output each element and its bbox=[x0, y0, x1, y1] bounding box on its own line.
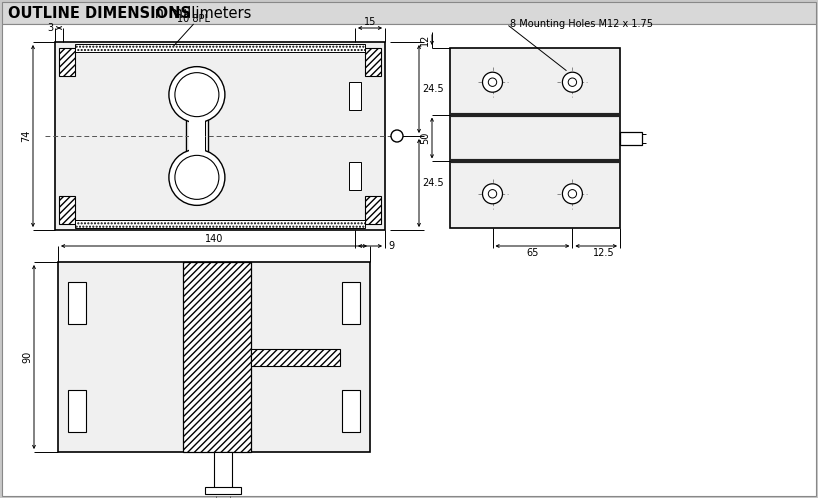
Bar bbox=[365, 48, 381, 76]
Bar bbox=[2, 2, 816, 24]
Circle shape bbox=[488, 190, 497, 198]
Bar bbox=[342, 282, 360, 324]
Bar bbox=[59, 196, 75, 224]
Circle shape bbox=[169, 149, 225, 205]
Text: 12: 12 bbox=[420, 34, 430, 46]
Text: 90: 90 bbox=[22, 351, 32, 363]
Bar bbox=[186, 95, 208, 177]
Text: 12.5: 12.5 bbox=[593, 248, 615, 258]
Circle shape bbox=[175, 155, 219, 199]
Circle shape bbox=[175, 73, 219, 117]
Circle shape bbox=[563, 72, 582, 92]
Bar bbox=[68, 390, 86, 432]
Text: 74: 74 bbox=[21, 130, 31, 142]
Bar bbox=[189, 95, 204, 177]
Bar bbox=[450, 48, 620, 228]
Text: OUTLINE DIMENSIONS: OUTLINE DIMENSIONS bbox=[8, 5, 191, 20]
Circle shape bbox=[563, 184, 582, 204]
Circle shape bbox=[569, 78, 577, 86]
Text: 15: 15 bbox=[364, 17, 376, 27]
Text: 24.5: 24.5 bbox=[422, 178, 443, 188]
Circle shape bbox=[169, 67, 225, 123]
Text: in millimeters: in millimeters bbox=[146, 5, 251, 20]
Text: 24.5: 24.5 bbox=[422, 84, 443, 94]
Bar bbox=[55, 42, 385, 230]
Circle shape bbox=[488, 78, 497, 86]
Text: 3: 3 bbox=[47, 23, 53, 33]
Text: 140: 140 bbox=[204, 234, 223, 244]
Text: 50: 50 bbox=[420, 132, 430, 144]
Bar bbox=[365, 196, 381, 224]
Text: 9: 9 bbox=[388, 241, 394, 251]
Text: 65: 65 bbox=[526, 248, 538, 258]
Bar bbox=[342, 390, 360, 432]
Bar bbox=[214, 452, 232, 490]
Circle shape bbox=[391, 130, 403, 142]
Bar bbox=[59, 48, 75, 76]
Bar bbox=[68, 282, 86, 324]
Bar bbox=[75, 220, 365, 228]
Text: 8 Mounting Holes M12 x 1.75: 8 Mounting Holes M12 x 1.75 bbox=[510, 19, 653, 29]
Bar bbox=[205, 487, 241, 494]
Bar bbox=[349, 162, 361, 190]
Bar bbox=[349, 82, 361, 110]
Bar bbox=[251, 350, 340, 366]
Circle shape bbox=[569, 190, 577, 198]
Circle shape bbox=[483, 184, 502, 204]
Text: 10 8PL: 10 8PL bbox=[178, 14, 210, 24]
Bar bbox=[182, 262, 251, 452]
Bar bbox=[75, 44, 365, 52]
Bar bbox=[58, 262, 370, 452]
Bar bbox=[620, 131, 642, 144]
Circle shape bbox=[483, 72, 502, 92]
